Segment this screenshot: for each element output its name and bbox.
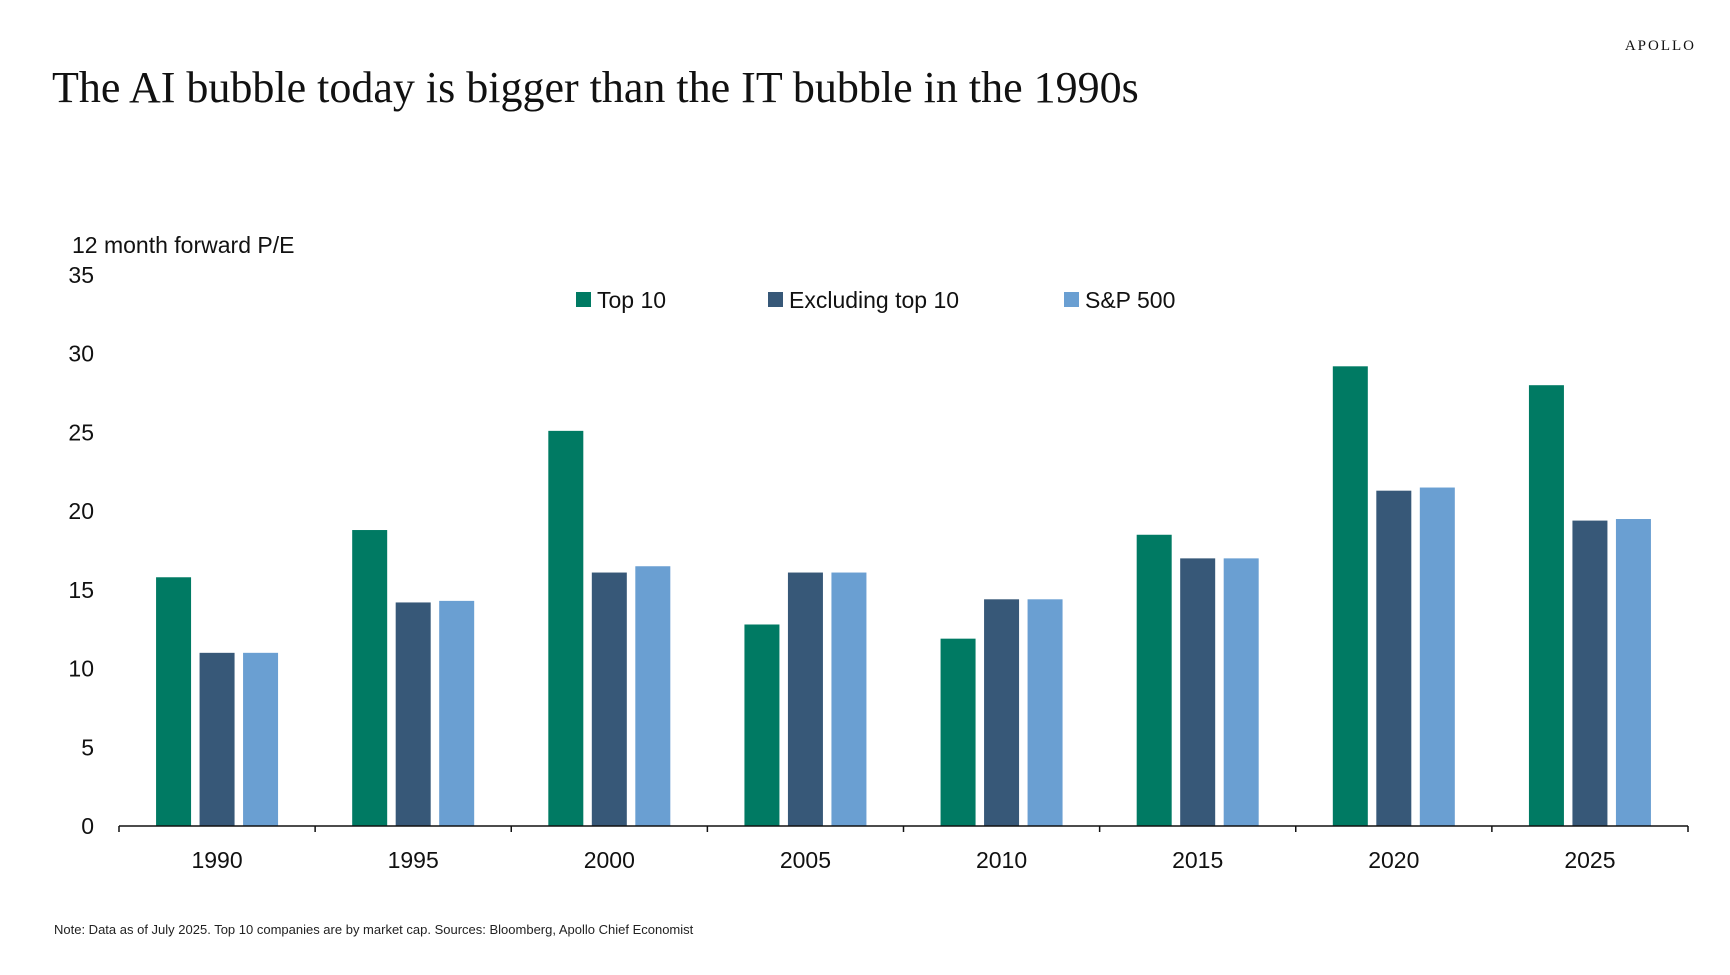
y-axis-label: 12 month forward P/E	[72, 232, 294, 258]
y-tick-label: 0	[81, 813, 94, 839]
legend-swatch	[576, 292, 591, 307]
legend-swatch	[768, 292, 783, 307]
x-axis: 1990 1995 2000 2005 2010 2015 2020 2025	[118, 825, 1689, 873]
bar-excluding-top-10-2020	[1376, 490, 1412, 826]
bar-top-10-2015	[1136, 534, 1172, 826]
x-tick-label: 1995	[388, 847, 439, 873]
bar-top-10-2005	[744, 624, 780, 826]
x-tick-label: 1990	[191, 847, 242, 873]
legend-label: Top 10	[597, 287, 666, 313]
y-tick-label: 35	[68, 262, 94, 288]
bar-s-p-500-2025	[1615, 519, 1651, 826]
bar-s-p-500-2015	[1223, 558, 1259, 826]
y-tick-label: 10	[68, 656, 94, 682]
y-tick-label: 25	[68, 419, 94, 445]
brand-logo: APOLLO	[1624, 38, 1696, 54]
legend-label: Excluding top 10	[789, 287, 959, 313]
bar-s-p-500-1995	[439, 600, 475, 826]
bar-s-p-500-2020	[1419, 487, 1455, 826]
bar-excluding-top-10-1990	[199, 652, 235, 826]
y-tick-label: 5	[81, 734, 94, 760]
y-axis: 0 5 10 15 20 25 30 35	[68, 262, 94, 839]
x-tick-label: 2015	[1172, 847, 1223, 873]
bar-top-10-2010	[940, 638, 976, 826]
x-tick-label: 2000	[584, 847, 635, 873]
footnote: Note: Data as of July 2025. Top 10 compa…	[54, 922, 694, 937]
y-tick-label: 30	[68, 341, 94, 367]
bars	[156, 366, 1651, 826]
bar-excluding-top-10-2000	[591, 572, 627, 826]
bar-s-p-500-2000	[635, 566, 671, 826]
legend-label: S&P 500	[1085, 287, 1175, 313]
x-tick-label: 2025	[1564, 847, 1615, 873]
bar-top-10-1990	[156, 577, 192, 826]
bar-s-p-500-2010	[1027, 599, 1063, 826]
y-tick-label: 15	[68, 577, 94, 603]
bar-excluding-top-10-2025	[1572, 520, 1608, 826]
bar-s-p-500-2005	[831, 572, 867, 826]
bar-excluding-top-10-2010	[984, 599, 1020, 826]
x-tick-label: 2020	[1368, 847, 1419, 873]
legend: Top 10 Excluding top 10 S&P 500	[576, 287, 1175, 313]
bar-excluding-top-10-1995	[395, 602, 431, 826]
bar-excluding-top-10-2015	[1180, 558, 1216, 826]
bar-top-10-2020	[1332, 366, 1368, 826]
x-tick-label: 2005	[780, 847, 831, 873]
bar-top-10-2000	[548, 430, 584, 826]
legend-swatch	[1064, 292, 1079, 307]
bar-s-p-500-1990	[243, 652, 279, 826]
x-tick-label: 2010	[976, 847, 1027, 873]
y-tick-label: 20	[68, 498, 94, 524]
bar-excluding-top-10-2005	[787, 572, 823, 826]
bar-top-10-2025	[1528, 385, 1564, 826]
bar-top-10-1995	[352, 530, 388, 826]
page-title: The AI bubble today is bigger than the I…	[52, 63, 1139, 112]
